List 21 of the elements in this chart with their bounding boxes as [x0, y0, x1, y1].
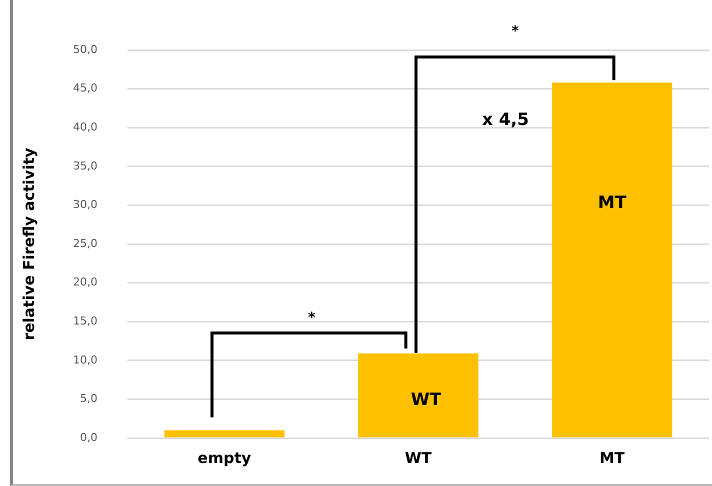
- bar: [164, 430, 284, 438]
- y-axis-title: relative Firefly activity: [20, 147, 38, 340]
- x-tick-label: MT: [599, 448, 626, 467]
- annotation: x 4,5: [482, 110, 529, 130]
- y-tick-label: 35,0: [72, 159, 98, 172]
- x-tick-label: empty: [198, 448, 252, 467]
- y-tick-label: 5,0: [80, 392, 98, 406]
- annotation: MT: [598, 193, 627, 214]
- y-tick-label: 40,0: [72, 120, 98, 134]
- annotation: *: [308, 310, 316, 326]
- y-tick-label: 45,0: [72, 82, 98, 95]
- annotation: WT: [410, 390, 442, 410]
- y-tick-label: 25,0: [72, 236, 98, 250]
- y-tick-label: 20,0: [72, 276, 98, 289]
- y-tick-label: 15,0: [72, 314, 98, 328]
- y-tick-label: 30,0: [72, 198, 98, 212]
- y-tick-label: 10,0: [72, 353, 98, 366]
- y-tick-label: 50,0: [72, 42, 98, 56]
- y-tick-label: 0,0: [80, 430, 98, 444]
- x-tick-label: WT: [404, 448, 432, 467]
- text: *: [512, 24, 520, 40]
